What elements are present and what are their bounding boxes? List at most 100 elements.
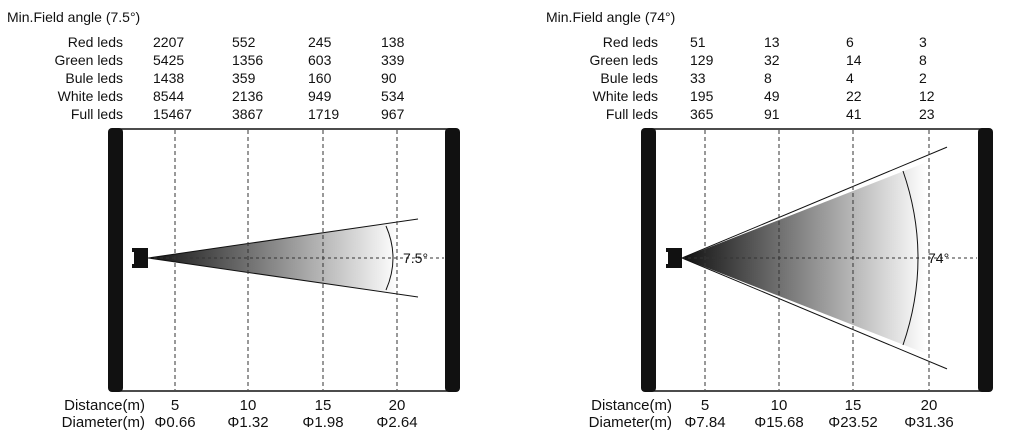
row-value: 1438	[153, 70, 184, 86]
row-value: 245	[308, 34, 332, 50]
lamp-notch	[130, 252, 134, 264]
panel-2: Min.Field angle (74°) Red leds 51 13 6 3 Green…	[546, 9, 993, 431]
diameter-value: Φ2.64	[376, 414, 417, 431]
row-label: Bule leds	[65, 70, 123, 86]
row-label: Full leds	[606, 106, 658, 122]
diameter-label: Diameter(m)	[589, 414, 672, 431]
distance-value: 10	[771, 397, 788, 414]
row-value: 138	[381, 34, 405, 50]
table-row: White leds 8544 2136 949 534	[58, 88, 405, 104]
distance-value: 10	[240, 397, 257, 414]
diameter-value: Φ15.68	[754, 414, 804, 431]
row-value: 91	[764, 106, 780, 122]
row-label: Green leds	[590, 52, 658, 68]
angle-arc	[902, 170, 919, 346]
row-value: 534	[381, 88, 405, 104]
row-value: 365	[690, 106, 714, 122]
table-row: Bule leds 33 8 4 2	[600, 70, 927, 86]
row-value: 129	[690, 52, 714, 68]
diameter-value: Φ1.98	[302, 414, 343, 431]
row-value: 90	[381, 70, 397, 86]
lamp-icon	[666, 248, 682, 268]
lamp-icon	[132, 248, 148, 268]
row-value: 552	[232, 34, 256, 50]
table-row: Red leds 51 13 6 3	[603, 34, 927, 50]
distance-label: Distance(m)	[64, 397, 145, 414]
row-label: White leds	[593, 88, 658, 104]
distance-value: 5	[171, 397, 179, 414]
right-wall	[445, 128, 460, 392]
distance-value: 20	[389, 397, 406, 414]
lamp-notch	[664, 252, 668, 264]
panel-1: Min.Field angle (7.5°) Red leds 2207 552 245…	[7, 9, 460, 431]
beam-edge-bottom	[147, 257, 419, 298]
row-value: 949	[308, 88, 332, 104]
row-value: 603	[308, 52, 332, 68]
row-label: Red leds	[603, 34, 658, 50]
table-row: White leds 195 49 22 12	[593, 88, 935, 104]
row-label: Bule leds	[600, 70, 658, 86]
diameter-value: Φ7.84	[684, 414, 725, 431]
angle-arc	[385, 225, 394, 291]
angle-label: 7.5°	[403, 250, 428, 266]
row-label: Red leds	[68, 34, 123, 50]
row-value: 1356	[232, 52, 263, 68]
row-value: 8	[919, 52, 927, 68]
row-value: 967	[381, 106, 405, 122]
row-label: White leds	[58, 88, 123, 104]
distance-label: Distance(m)	[591, 397, 672, 414]
panel-title: Min.Field angle (7.5°)	[7, 9, 140, 25]
row-value: 2136	[232, 88, 263, 104]
distance-value: 5	[701, 397, 709, 414]
row-value: 6	[846, 34, 854, 50]
left-wall	[641, 128, 656, 392]
angle-label: 74°	[928, 250, 949, 266]
table-row: Red leds 2207 552 245 138	[68, 34, 405, 50]
table-row: Bule leds 1438 359 160 90	[65, 70, 396, 86]
diameter-value: Φ23.52	[828, 414, 878, 431]
row-value: 4	[846, 70, 854, 86]
distance-value: 15	[845, 397, 862, 414]
row-value: 8	[764, 70, 772, 86]
row-value: 13	[764, 34, 780, 50]
row-value: 41	[846, 106, 862, 122]
diameter-value: Φ0.66	[154, 414, 195, 431]
row-value: 1719	[308, 106, 339, 122]
beam-edge-top	[681, 146, 948, 259]
diameter-label: Diameter(m)	[62, 414, 145, 431]
beam-edge-top	[147, 218, 419, 259]
row-value: 51	[690, 34, 706, 50]
row-label: Green leds	[55, 52, 123, 68]
row-value: 2	[919, 70, 927, 86]
distance-value: 20	[921, 397, 938, 414]
row-value: 12	[919, 88, 935, 104]
row-value: 49	[764, 88, 780, 104]
right-wall	[978, 128, 993, 392]
row-value: 3867	[232, 106, 263, 122]
row-value: 359	[232, 70, 256, 86]
row-value: 339	[381, 52, 405, 68]
row-value: 23	[919, 106, 935, 122]
table-row: Green leds 129 32 14 8	[590, 52, 927, 68]
diameter-value: Φ1.32	[227, 414, 268, 431]
row-value: 2207	[153, 34, 184, 50]
left-wall	[108, 128, 123, 392]
table-row: Full leds 365 91 41 23	[606, 106, 935, 122]
light-beam	[148, 222, 398, 294]
row-value: 8544	[153, 88, 184, 104]
row-value: 5425	[153, 52, 184, 68]
row-value: 33	[690, 70, 706, 86]
table-row: Green leds 5425 1356 603 339	[55, 52, 405, 68]
row-value: 15467	[153, 106, 192, 122]
beam-edge-bottom	[681, 257, 948, 370]
row-value: 14	[846, 52, 862, 68]
row-value: 160	[308, 70, 332, 86]
row-label: Full leds	[71, 106, 123, 122]
diameter-value: Φ31.36	[904, 414, 954, 431]
row-value: 32	[764, 52, 780, 68]
distance-value: 15	[315, 397, 332, 414]
row-value: 3	[919, 34, 927, 50]
panel-title: Min.Field angle (74°)	[546, 9, 675, 25]
row-value: 22	[846, 88, 862, 104]
